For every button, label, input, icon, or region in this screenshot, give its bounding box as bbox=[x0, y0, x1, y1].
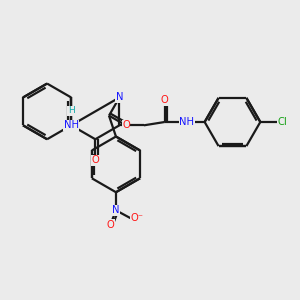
Text: O⁻: O⁻ bbox=[130, 213, 143, 223]
Text: O: O bbox=[92, 155, 99, 165]
Text: H: H bbox=[68, 106, 75, 115]
Text: N: N bbox=[112, 205, 120, 215]
Text: NH: NH bbox=[64, 120, 79, 130]
Text: O: O bbox=[161, 95, 169, 105]
Text: O: O bbox=[122, 120, 130, 130]
Text: Cl: Cl bbox=[277, 117, 287, 127]
Text: N: N bbox=[116, 92, 123, 103]
Text: O: O bbox=[106, 220, 114, 230]
Text: NH: NH bbox=[179, 117, 194, 127]
